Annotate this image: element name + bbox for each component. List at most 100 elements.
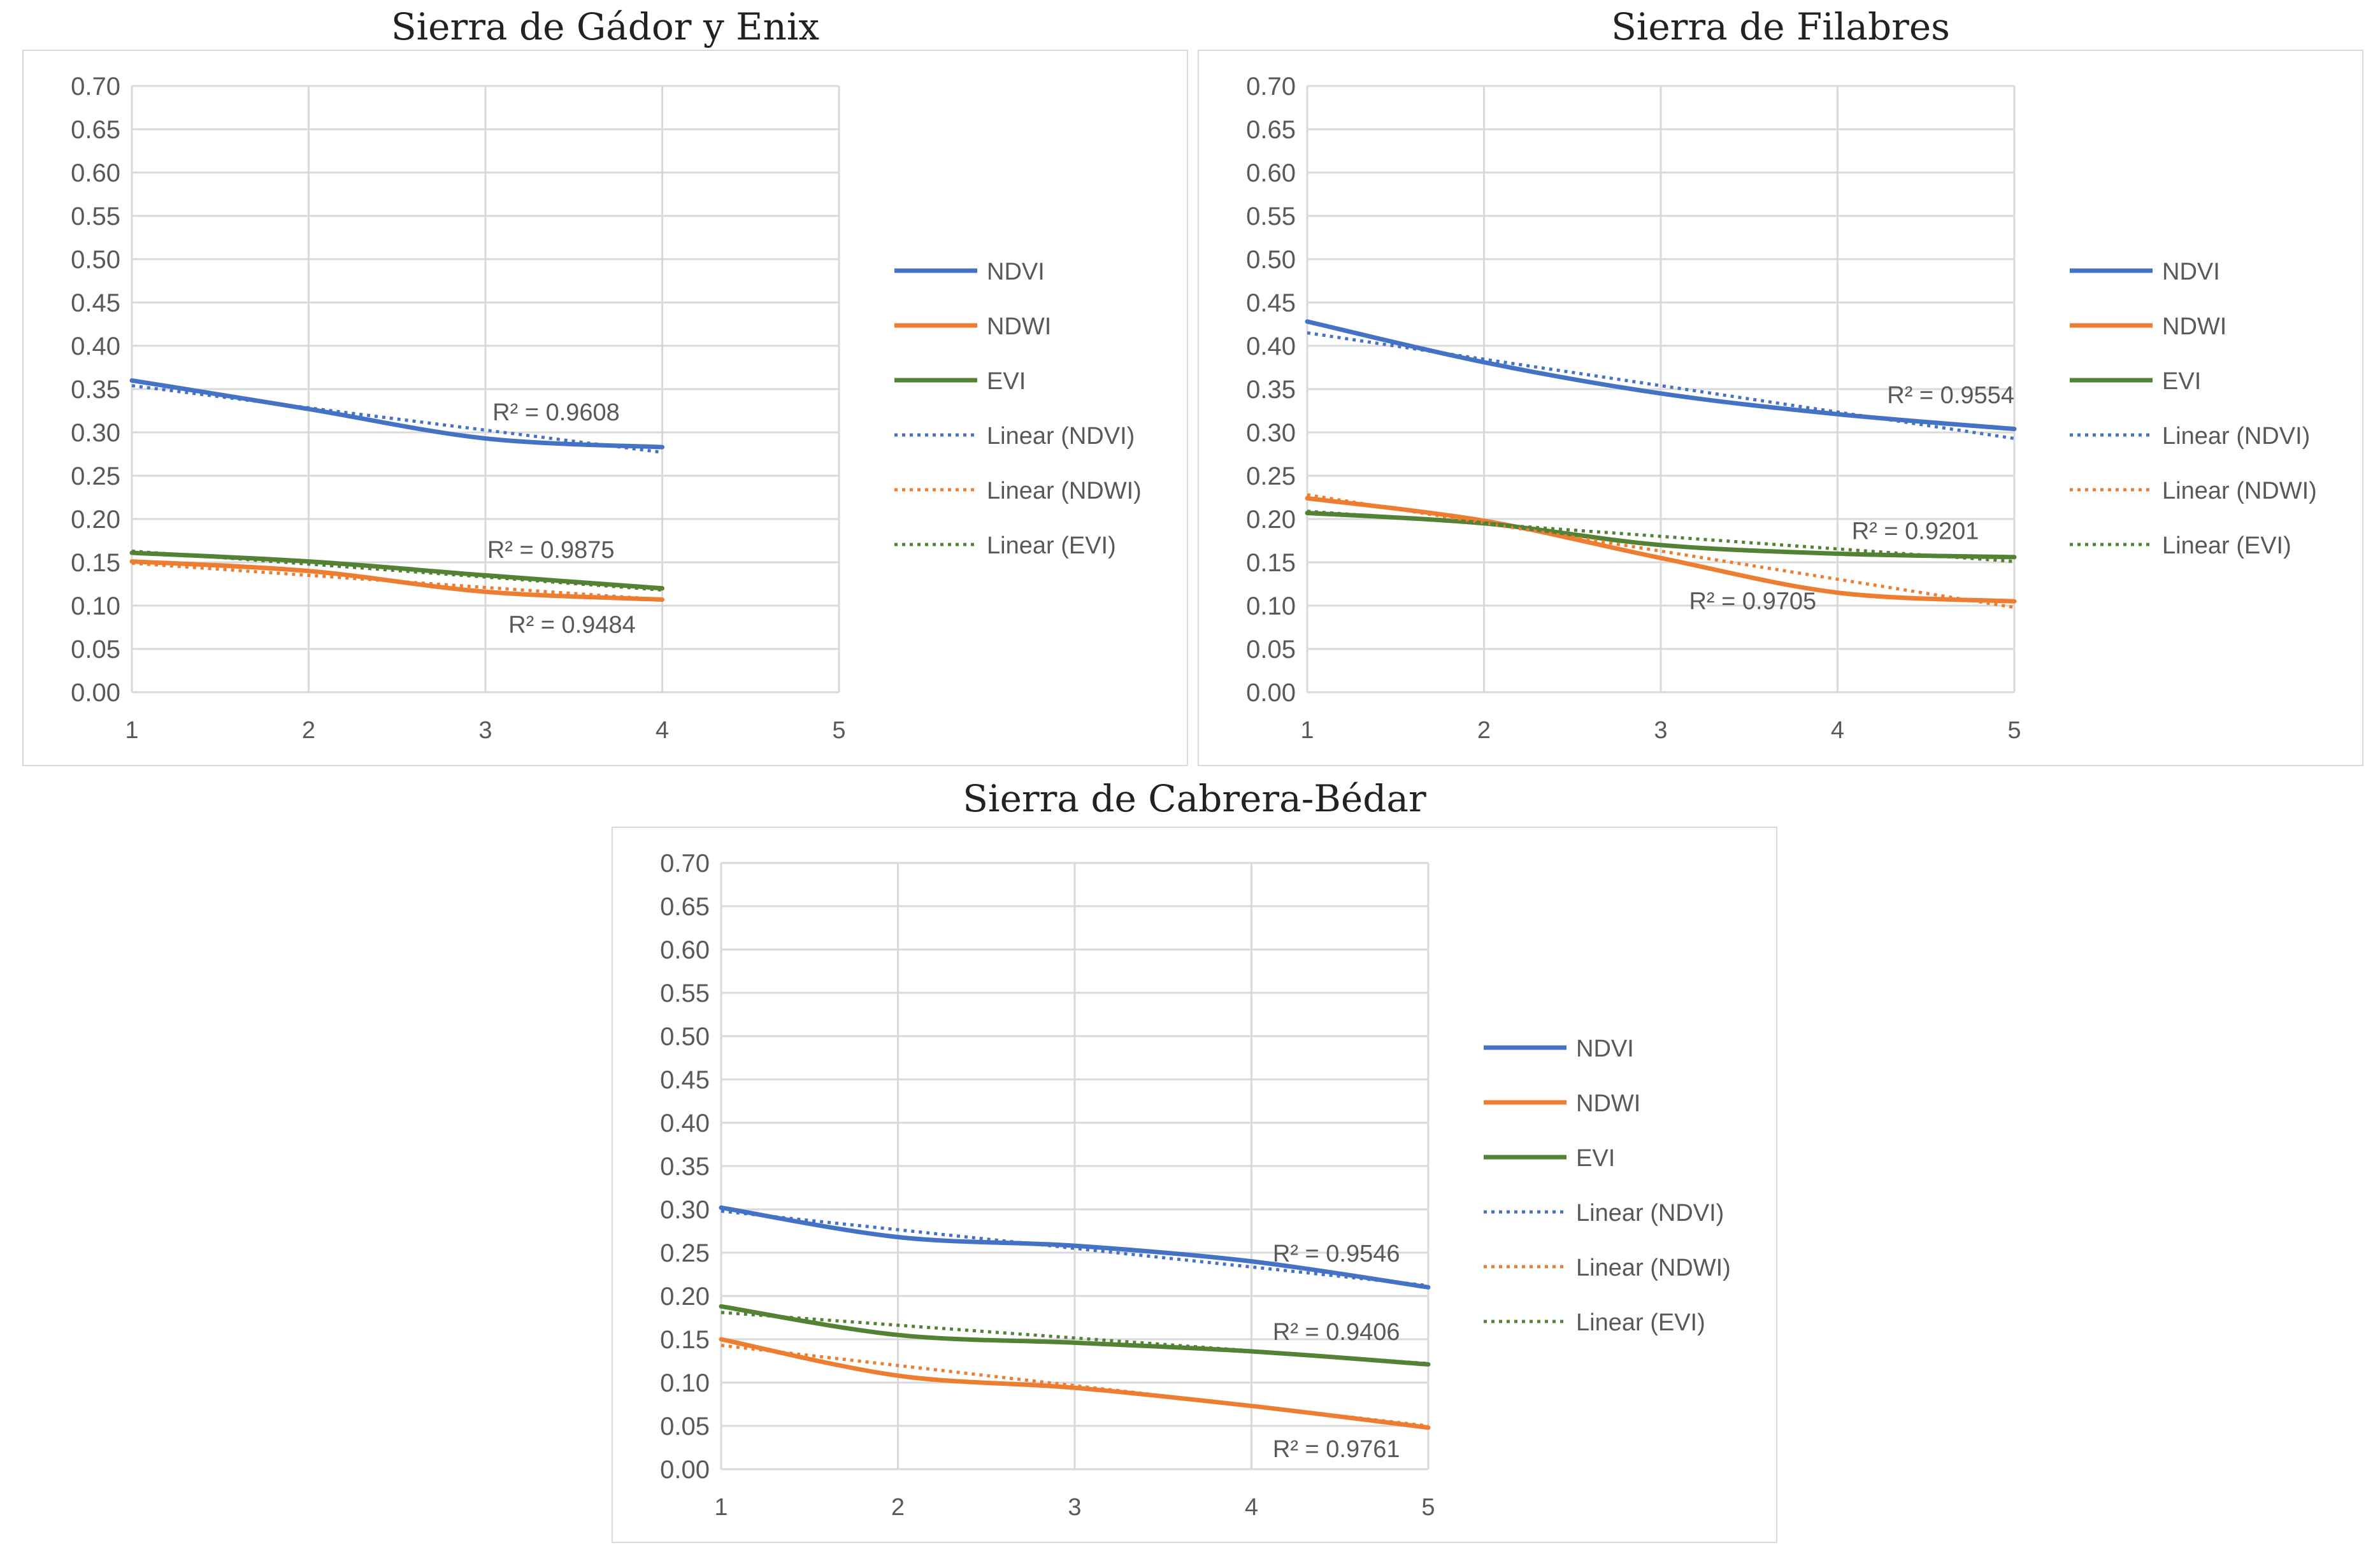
r2-label: R² = 0.9201 [1852,518,1979,545]
y-tick-label: 0.10 [660,1369,710,1397]
y-tick-label: 0.40 [1246,332,1296,360]
legend-label-linear-evi: Linear (EVI) [987,532,1116,559]
chart-panel-cabrera: 0.00 0.05 0.10 0.15 0.20 0.25 0.30 0.35 0.40 0.45… [612,827,1777,1543]
y-tick-label: 0.70 [71,73,120,101]
legend-label-linear-ndvi: Linear (NDVI) [1576,1200,1724,1227]
legend-label-linear-evi: Linear (EVI) [2162,532,2291,559]
x-tick-label: 5 [1421,1494,1435,1521]
y-tick-label: 0.65 [660,893,710,921]
y-tick-label: 0.25 [660,1239,710,1267]
chart-panel-filabres: 0.00 0.05 0.10 0.15 0.20 0.25 0.30 0.35 0.40 0.45… [1198,50,2363,766]
x-tick-label: 1 [714,1494,728,1521]
legend-label-ndwi: NDWI [2162,313,2226,340]
x-tick-label: 3 [478,717,492,744]
x-tick-label: 5 [2007,717,2021,744]
x-tick-label: 4 [1245,1494,1258,1521]
legend-label-ndvi: NDVI [2162,259,2220,285]
legend-label-linear-evi: Linear (EVI) [1576,1309,1705,1336]
x-tick-label: 2 [1477,717,1491,744]
x-tick-label: 1 [125,717,138,744]
series-line-evi [719,1304,1431,1367]
y-tick-label: 0.70 [660,850,710,878]
legend-label-evi: EVI [2162,368,2201,395]
y-tick-label: 0.15 [1246,549,1296,577]
y-tick-label: 0.00 [1246,679,1296,707]
trendline-linear-ndvi [131,384,663,454]
y-tick-label: 0.65 [71,116,120,144]
y-tick-label: 0.00 [71,679,120,707]
y-tick-label: 0.45 [660,1066,710,1094]
x-tick-label: 2 [302,717,315,744]
legend-label-ndvi: NDVI [1576,1036,1634,1062]
r2-label: R² = 0.9761 [1273,1436,1400,1463]
series-line-ndvi [129,378,664,450]
y-tick-label: 0.20 [660,1283,710,1311]
series-line-ndwi [129,559,664,602]
legend-label-evi: EVI [1576,1145,1615,1172]
y-tick-label: 0.10 [71,592,120,620]
legend-label-linear-ndwi: Linear (NDWI) [1576,1255,1731,1281]
legend-label-evi: EVI [987,368,1026,395]
x-tick-label: 4 [1831,717,1844,744]
legend-label-linear-ndwi: Linear (NDWI) [2162,478,2317,504]
y-tick-label: 0.40 [71,332,120,360]
chart-title-gador: Sierra de Gádor y Enix [391,5,820,48]
chart-svg-cabrera: 0.00 0.05 0.10 0.15 0.20 0.25 0.30 0.35 0.40 0.45… [660,850,1731,1521]
y-tick-label: 0.35 [660,1153,710,1181]
x-tick-label: 3 [1068,1494,1081,1521]
y-tick-label: 0.05 [1246,636,1296,664]
y-tick-label: 0.30 [660,1196,710,1224]
y-tick-label: 0.55 [71,203,120,231]
r2-label: R² = 0.9546 [1273,1241,1400,1267]
chart-panel-gador: 0.00 0.05 0.10 0.15 0.20 0.25 0.30 0.35 0.40 0.45… [22,50,1188,766]
x-tick-label: 5 [832,717,845,744]
r2-label: R² = 0.9554 [1887,382,2014,409]
y-tick-label: 0.50 [71,246,120,274]
y-tick-label: 0.50 [1246,246,1296,274]
y-tick-label: 0.45 [71,289,120,317]
series-line-ndwi [719,1337,1431,1430]
y-tick-label: 0.15 [660,1326,710,1354]
y-tick-label: 0.50 [660,1023,710,1051]
y-tick-label: 0.10 [1246,592,1296,620]
r2-label: R² = 0.9484 [508,611,636,638]
legend-label-ndwi: NDWI [1576,1090,1640,1117]
legend-label-ndwi: NDWI [987,313,1051,340]
y-tick-label: 0.35 [71,376,120,404]
legend-label-linear-ndwi: Linear (NDWI) [987,478,1142,504]
y-tick-label: 0.70 [1246,73,1296,101]
y-tick-label: 0.40 [660,1109,710,1137]
r2-label: R² = 0.9608 [492,399,620,426]
y-tick-label: 0.30 [1246,419,1296,447]
r2-label: R² = 0.9705 [1689,588,1816,615]
y-tick-label: 0.60 [1246,159,1296,187]
chart-title-filabres: Sierra de Filabres [1611,5,1950,48]
y-tick-label: 0.55 [1246,203,1296,231]
y-tick-label: 0.05 [660,1413,710,1441]
y-tick-label: 0.15 [71,549,120,577]
x-tick-label: 2 [891,1494,905,1521]
y-tick-label: 0.65 [1246,116,1296,144]
series-line-ndvi [719,1205,1431,1290]
y-tick-label: 0.45 [1246,289,1296,317]
r2-label: R² = 0.9406 [1273,1319,1400,1346]
chart-svg-gador: 0.00 0.05 0.10 0.15 0.20 0.25 0.30 0.35 0.40 0.45… [71,73,1142,744]
x-tick-label: 4 [656,717,669,744]
chart-title-cabrera: Sierra de Cabrera-Bédar [963,777,1426,820]
y-tick-label: 0.25 [71,462,120,490]
legend-label-linear-ndvi: Linear (NDVI) [987,423,1135,450]
r2-label: R² = 0.9875 [487,537,615,564]
y-tick-label: 0.60 [71,159,120,187]
trendline-linear-ndwi [1307,493,2015,609]
y-tick-label: 0.35 [1246,376,1296,404]
y-tick-label: 0.20 [1246,506,1296,534]
y-tick-label: 0.60 [660,936,710,964]
chart-svg-filabres: 0.00 0.05 0.10 0.15 0.20 0.25 0.30 0.35 0.40 0.45… [1246,73,2317,744]
y-tick-label: 0.30 [71,419,120,447]
y-tick-label: 0.05 [71,636,120,664]
y-tick-label: 0.00 [660,1456,710,1484]
legend-label-linear-ndvi: Linear (NDVI) [2162,423,2310,450]
trendline-linear-evi [720,1311,1429,1365]
legend-label-ndvi: NDVI [987,259,1045,285]
